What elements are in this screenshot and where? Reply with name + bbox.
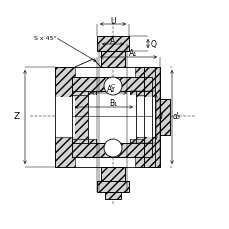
Bar xyxy=(97,181,128,192)
Bar xyxy=(55,68,154,167)
Bar xyxy=(55,137,75,167)
Bar xyxy=(159,100,169,135)
Bar xyxy=(159,100,169,135)
Bar xyxy=(105,192,120,199)
Bar xyxy=(97,181,128,192)
Bar xyxy=(101,52,124,68)
Text: d₃: d₃ xyxy=(172,112,180,121)
Text: d: d xyxy=(157,112,162,121)
Bar xyxy=(143,68,159,167)
Circle shape xyxy=(104,78,121,95)
Bar xyxy=(143,68,159,167)
Circle shape xyxy=(104,139,121,157)
Bar xyxy=(101,167,124,181)
Bar xyxy=(97,37,128,52)
Text: U: U xyxy=(110,16,115,25)
Bar xyxy=(134,137,154,167)
Bar xyxy=(55,68,75,98)
Bar xyxy=(72,78,151,157)
Text: S x 45°: S x 45° xyxy=(34,35,56,40)
Bar xyxy=(72,95,88,139)
Text: B₁: B₁ xyxy=(109,99,117,108)
Bar xyxy=(88,95,135,139)
Bar xyxy=(72,139,151,157)
Bar xyxy=(95,92,129,143)
Text: A₂: A₂ xyxy=(106,85,115,94)
Text: A: A xyxy=(110,36,115,45)
Bar xyxy=(101,167,124,181)
Bar xyxy=(55,98,75,137)
Bar xyxy=(101,52,124,68)
Bar xyxy=(55,68,154,167)
Bar xyxy=(97,37,128,52)
Text: A₁: A₁ xyxy=(128,49,136,58)
Text: Q: Q xyxy=(150,40,156,49)
Text: C: C xyxy=(110,84,115,89)
Bar xyxy=(134,68,154,98)
Bar xyxy=(134,98,154,137)
Text: Z: Z xyxy=(14,112,20,121)
Bar xyxy=(105,192,120,199)
Bar xyxy=(72,78,151,95)
